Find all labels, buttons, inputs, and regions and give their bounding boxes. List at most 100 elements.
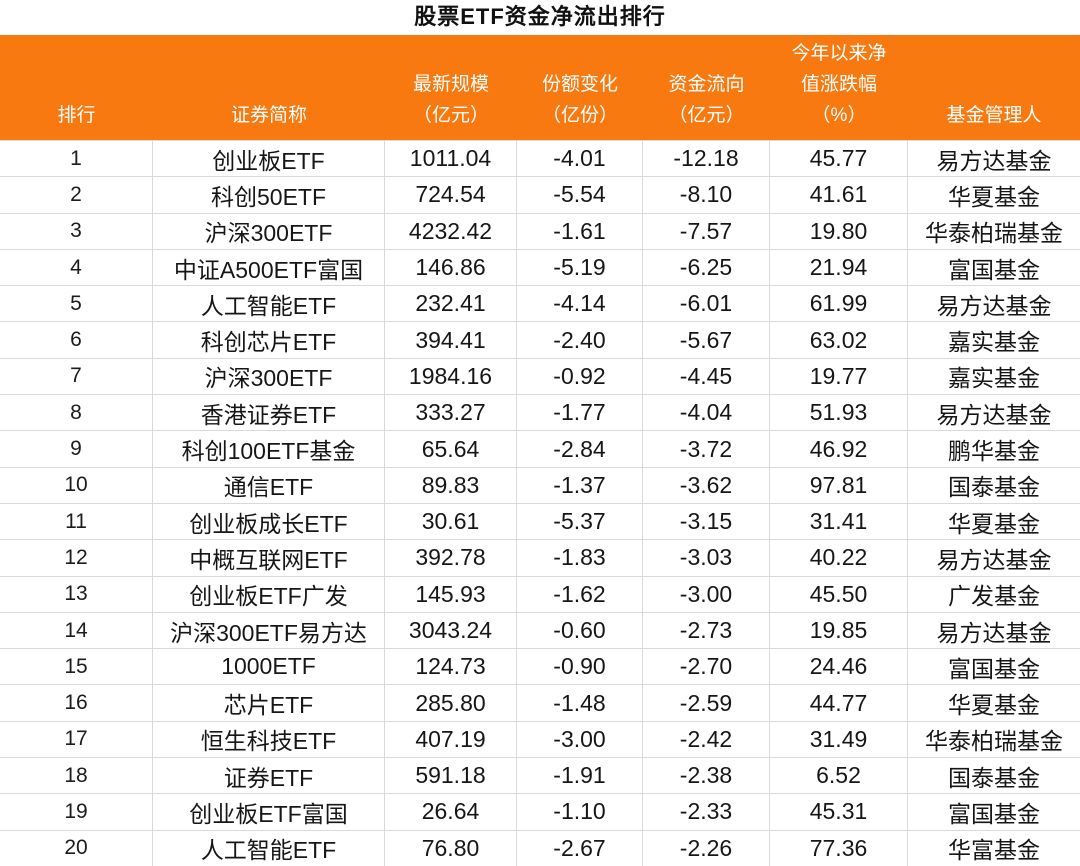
cell-flow: -2.73 xyxy=(643,612,770,649)
table-row: 13 创业板ETF广发 145.93 -1.62 -3.00 45.50 广发基金 xyxy=(0,576,1080,613)
cell-share_change: -0.90 xyxy=(517,649,643,685)
cell-scale: 1984.16 xyxy=(385,358,517,395)
cell-ytd_change: 45.50 xyxy=(770,576,908,612)
table-row: 12 中概互联网ETF 392.78 -1.83 -3.03 40.22 易方达基金 xyxy=(0,540,1080,577)
cell-scale: 394.41 xyxy=(385,322,517,358)
cell-rank: 13 xyxy=(0,576,153,612)
table-row: 19 创业板ETF富国 26.64 -1.10 -2.33 45.31 富国基金 xyxy=(0,794,1080,831)
cell-ytd_change: 31.49 xyxy=(770,721,908,758)
cell-manager: 华夏基金 xyxy=(948,183,1040,210)
table-body: 1 创业板ETF 1011.04 -4.01 -12.18 45.77 易方达基金 2 科创50… xyxy=(0,140,1080,866)
table-row: 8 香港证券ETF 333.27 -1.77 -4.04 51.93 易方达基金 xyxy=(0,395,1080,432)
column-header-scale: 最新规模 （亿元） xyxy=(385,35,517,140)
cell-flow: -7.57 xyxy=(643,213,770,249)
cell-name: 创业板ETF xyxy=(153,141,385,177)
cell-share_change: -5.19 xyxy=(517,249,643,286)
cell-manager: 易方达基金 xyxy=(936,147,1052,174)
cell-name: 科创芯片ETF xyxy=(153,322,385,358)
column-header-line: 证券简称 xyxy=(230,105,307,126)
cell-flow: -6.25 xyxy=(643,249,770,286)
cell-name: 通信ETF xyxy=(153,467,385,503)
cell-name: 证券ETF xyxy=(153,758,385,794)
cell-share_change: -0.92 xyxy=(517,358,643,395)
cell-scale: 407.19 xyxy=(385,721,517,758)
table-row: 5 人工智能ETF 232.41 -4.14 -6.01 61.99 易方达基金 xyxy=(0,286,1080,323)
cell-scale: 1011.04 xyxy=(385,141,517,177)
cell-scale: 89.83 xyxy=(385,467,517,503)
cell-manager: 华泰柏瑞基金 xyxy=(925,220,1063,247)
table-row: 16 芯片ETF 285.80 -1.48 -2.59 44.77 华夏基金 xyxy=(0,685,1080,722)
cell-manager: 广发基金 xyxy=(948,583,1040,610)
column-header-ytd_change: 今年以来净 值涨跌幅 （%） xyxy=(770,35,908,140)
cell-scale: 145.93 xyxy=(385,576,517,612)
cell-manager: 易方达基金 xyxy=(936,292,1052,319)
cell-ytd_change: 61.99 xyxy=(770,286,908,322)
table-row: 1 创业板ETF 1011.04 -4.01 -12.18 45.77 易方达基金 xyxy=(0,141,1080,178)
column-header-line: 最新规模 xyxy=(412,74,489,95)
cell-rank: 1 xyxy=(0,141,153,177)
cell-flow: -2.26 xyxy=(643,830,770,866)
cell-manager: 易方达基金 xyxy=(936,546,1052,573)
cell-name: 科创50ETF xyxy=(153,177,385,213)
cell-ytd_change: 6.52 xyxy=(770,758,908,794)
cell-scale: 76.80 xyxy=(385,830,517,866)
cell-flow: -4.45 xyxy=(643,358,770,395)
cell-name: 1000ETF xyxy=(153,649,385,685)
cell-scale: 30.61 xyxy=(385,503,517,540)
cell-rank: 5 xyxy=(0,286,153,322)
cell-manager: 富国基金 xyxy=(948,256,1040,283)
cell-share_change: -3.00 xyxy=(517,721,643,758)
cell-share_change: -1.37 xyxy=(517,467,643,503)
cell-name: 人工智能ETF xyxy=(153,286,385,322)
cell-rank: 10 xyxy=(0,467,153,503)
table-row: 9 科创100ETF基金 65.64 -2.84 -3.72 46.92 鹏华基金 xyxy=(0,431,1080,468)
cell-manager: 富国基金 xyxy=(948,655,1040,682)
cell-scale: 333.27 xyxy=(385,395,517,431)
cell-manager: 富国基金 xyxy=(948,800,1040,827)
column-header-line: 排行 xyxy=(57,105,96,126)
cell-share_change: -1.62 xyxy=(517,576,643,612)
cell-rank: 7 xyxy=(0,358,153,395)
cell-manager: 易方达基金 xyxy=(936,401,1052,428)
cell-manager: 华富基金 xyxy=(948,837,1040,864)
cell-ytd_change: 21.94 xyxy=(770,249,908,286)
column-header-line: 今年以来净 xyxy=(791,43,887,64)
cell-scale: 285.80 xyxy=(385,685,517,721)
cell-flow: -2.38 xyxy=(643,758,770,794)
cell-share_change: -5.37 xyxy=(517,503,643,540)
cell-manager: 鹏华基金 xyxy=(948,438,1040,465)
cell-rank: 8 xyxy=(0,395,153,431)
cell-share_change: -1.10 xyxy=(517,794,643,830)
cell-rank: 19 xyxy=(0,794,153,830)
table-header-row: 排行 证券简称 最新规模 （亿元） 份额变化 （亿份） 资金流向 （亿元） 今年以来净 值涨跌幅 （… xyxy=(0,35,1080,140)
column-header-line: 值涨跌幅 xyxy=(800,74,877,95)
cell-flow: -3.72 xyxy=(643,431,770,467)
cell-name: 人工智能ETF xyxy=(153,830,385,866)
cell-manager: 华夏基金 xyxy=(948,692,1040,719)
cell-manager: 嘉实基金 xyxy=(948,329,1040,356)
column-header-line: 资金流向 xyxy=(668,74,745,95)
cell-rank: 20 xyxy=(0,830,153,866)
cell-flow: -8.10 xyxy=(643,177,770,213)
table-row: 18 证券ETF 591.18 -1.91 -2.38 6.52 国泰基金 xyxy=(0,758,1080,795)
cell-ytd_change: 40.22 xyxy=(770,540,908,576)
cell-flow: -6.01 xyxy=(643,286,770,322)
cell-share_change: -1.83 xyxy=(517,540,643,576)
column-header-rank: 排行 xyxy=(0,35,153,140)
table-row: 15 1000ETF 124.73 -0.90 -2.70 24.46 富国基金 xyxy=(0,649,1080,686)
cell-rank: 3 xyxy=(0,213,153,249)
cell-ytd_change: 31.41 xyxy=(770,503,908,540)
cell-name: 沪深300ETF xyxy=(153,213,385,249)
cell-ytd_change: 63.02 xyxy=(770,322,908,358)
table-row: 20 人工智能ETF 76.80 -2.67 -2.26 77.36 华富基金 xyxy=(0,830,1080,866)
cell-manager: 国泰基金 xyxy=(948,474,1040,501)
column-header-manager: 基金管理人 xyxy=(908,35,1080,140)
cell-ytd_change: 46.92 xyxy=(770,431,908,467)
cell-ytd_change: 44.77 xyxy=(770,685,908,721)
cell-rank: 2 xyxy=(0,177,153,213)
cell-scale: 26.64 xyxy=(385,794,517,830)
cell-flow: -2.70 xyxy=(643,649,770,685)
cell-name: 中概互联网ETF xyxy=(153,540,385,576)
cell-ytd_change: 77.36 xyxy=(770,830,908,866)
